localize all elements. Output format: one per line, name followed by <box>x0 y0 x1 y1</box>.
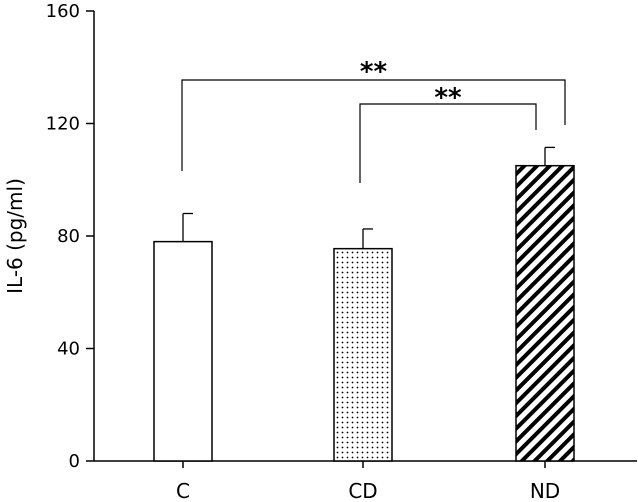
category-label: CD <box>348 479 377 502</box>
y-axis: 0 40 80 120 160 <box>46 1 95 472</box>
y-tick-label: 120 <box>46 114 80 135</box>
y-tick-label: 40 <box>57 339 80 360</box>
y-tick-label: 80 <box>57 226 80 247</box>
significance-label: ** <box>360 57 388 87</box>
bar <box>333 247 393 462</box>
y-axis-label: IL-6 (pg/ml) <box>3 178 27 294</box>
significance-bracket <box>359 103 537 183</box>
significance-label: ** <box>434 83 462 113</box>
category-label: ND <box>530 479 560 502</box>
bar <box>153 240 213 462</box>
significance-bracket <box>181 79 566 171</box>
y-tick-label: 160 <box>46 1 80 22</box>
category-label: C <box>176 479 190 502</box>
y-tick-label: 0 <box>69 451 80 472</box>
bar <box>515 164 575 462</box>
